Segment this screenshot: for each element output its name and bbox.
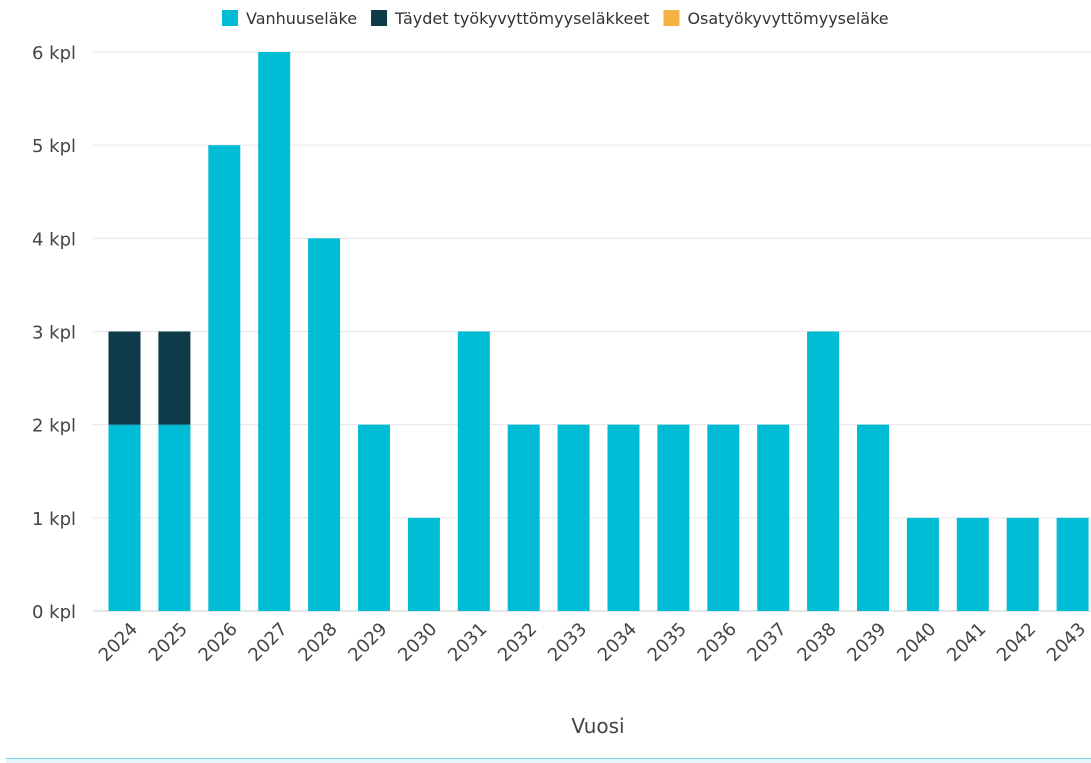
chart-legend: Vanhuuseläke Täydet työkyvyttömyyseläkkee… xyxy=(222,9,889,28)
x-tick-label: 2033 xyxy=(544,619,591,666)
bar-2038-series-0[interactable] xyxy=(807,331,840,612)
x-tick-label: 2042 xyxy=(993,619,1040,666)
bar-2028-series-0[interactable] xyxy=(308,238,341,612)
bar-2039-series-0[interactable] xyxy=(857,424,889,611)
x-axis-title: Vuosi xyxy=(571,714,624,738)
bar-2035-series-0[interactable] xyxy=(657,424,690,611)
bar-2037-series-0[interactable] xyxy=(757,424,790,611)
x-tick-label: 2035 xyxy=(644,619,691,666)
bottom-border xyxy=(6,758,1091,763)
x-tick-label: 2038 xyxy=(793,619,840,666)
bar-2041-series-0[interactable] xyxy=(956,517,989,611)
x-tick-label: 2030 xyxy=(394,619,441,666)
legend-swatch xyxy=(663,10,680,26)
x-tick-label: 2026 xyxy=(195,619,242,666)
y-gridlines xyxy=(93,51,1091,612)
bar-2030-series-0[interactable] xyxy=(407,517,440,611)
bar-2024-series-0[interactable] xyxy=(108,424,141,611)
bar-2027-series-0[interactable] xyxy=(258,52,291,611)
bar-2036-series-0[interactable] xyxy=(707,424,740,611)
x-tick-label: 2032 xyxy=(494,619,541,666)
y-tick-label: 0 kpl xyxy=(32,602,76,623)
legend-item-1[interactable]: Täydet työkyvyttömyyseläkkeet xyxy=(371,9,649,28)
bar-2034-series-0[interactable] xyxy=(607,424,640,611)
bar-2042-series-0[interactable] xyxy=(1006,517,1039,611)
bar-2031-series-0[interactable] xyxy=(457,331,490,612)
bar-2032-series-0[interactable] xyxy=(507,424,540,611)
bar-2026-series-0[interactable] xyxy=(208,145,241,611)
legend-swatch xyxy=(371,10,388,26)
x-tick-label: 2036 xyxy=(694,619,741,666)
bar-2029-series-0[interactable] xyxy=(358,424,390,611)
y-tick-label: 4 kpl xyxy=(32,229,76,250)
legend-label: Osatyökyvyttömyyseläke xyxy=(687,9,888,28)
y-tick-label: 6 kpl xyxy=(32,43,76,64)
legend-label: Vanhuuseläke xyxy=(246,9,357,28)
x-tick-label: 2039 xyxy=(843,619,890,666)
bar-2033-series-0[interactable] xyxy=(557,424,590,611)
y-tick-label: 3 kpl xyxy=(32,323,76,344)
bar-series xyxy=(108,52,1089,612)
legend-item-0[interactable]: Vanhuuseläke xyxy=(222,9,357,28)
x-tick-label: 2024 xyxy=(95,619,142,666)
legend-label: Täydet työkyvyttömyyseläkkeet xyxy=(394,9,649,28)
bar-2025-series-1[interactable] xyxy=(158,331,191,425)
y-tick-label: 1 kpl xyxy=(32,509,76,530)
legend-swatch xyxy=(222,10,238,26)
x-tick-label: 2028 xyxy=(294,619,341,666)
x-tick-label: 2029 xyxy=(344,619,391,666)
y-tick-label: 5 kpl xyxy=(32,136,76,157)
x-tick-label: 2037 xyxy=(743,619,790,666)
x-tick-label: 2041 xyxy=(943,619,990,666)
x-axis-tick-labels: 2024 2025 2026 2027 2028 2029 2030 2031 2032 2033… xyxy=(95,619,1090,666)
x-tick-label: 2034 xyxy=(594,619,641,666)
bar-2025-series-0[interactable] xyxy=(158,424,191,611)
legend-item-2[interactable]: Osatyökyvyttömyyseläke xyxy=(663,9,889,28)
y-tick-label: 2 kpl xyxy=(32,416,76,437)
bar-2043-series-0[interactable] xyxy=(1056,517,1089,611)
x-tick-label: 2031 xyxy=(444,619,491,666)
y-axis-tick-labels: 0 kpl 1 kpl 2 kpl 3 kpl 4 kpl 5 kpl 6 kpl xyxy=(32,43,76,623)
bar-2024-series-1[interactable] xyxy=(108,331,141,425)
x-tick-label: 2043 xyxy=(1043,619,1090,666)
x-tick-label: 2027 xyxy=(244,619,291,666)
x-tick-label: 2040 xyxy=(893,619,940,666)
bar-2040-series-0[interactable] xyxy=(906,517,939,611)
x-tick-label: 2025 xyxy=(145,619,192,666)
